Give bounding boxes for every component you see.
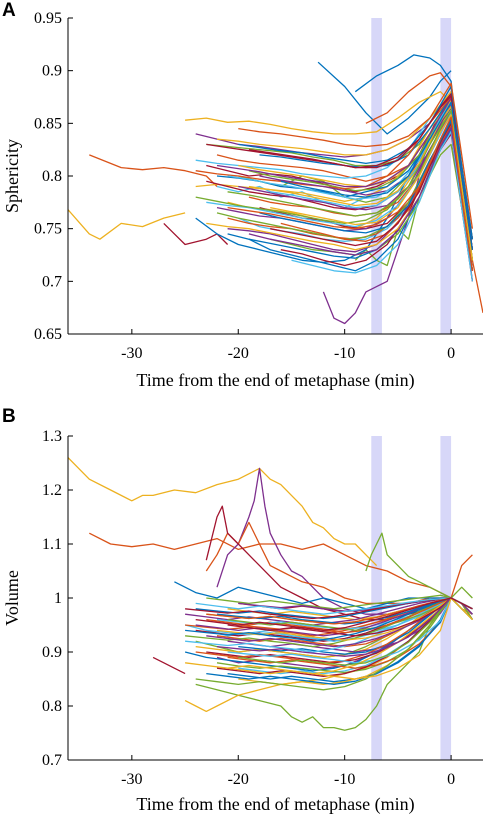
x-axis-label: Time from the end of metaphase (min) [136,370,414,391]
series-line [227,110,474,261]
series-line [317,61,452,135]
y-tick-label: 0.9 [42,63,62,80]
y-tick-label: 0.7 [42,752,62,769]
series-line [163,222,229,246]
series-line [195,96,474,250]
panel-letter: B [2,406,16,427]
shaded-band [371,18,382,334]
series-line [216,597,473,657]
x-axis-label: Time from the end of metaphase (min) [136,794,414,815]
y-tick-label: 0.7 [42,273,62,290]
series-line [206,594,473,610]
y-tick-label: 0.65 [34,326,62,343]
series-line [68,209,186,240]
y-tick-label: 1.2 [42,482,62,499]
series-line [248,93,474,240]
chart-panel-a: -30 -20 -10 0 0.65 0.7 0.75 0.8 0.85 0.9 0.95 Time … [2,0,483,391]
series-line [216,91,474,240]
series-line [216,97,474,250]
x-tick-label: -20 [228,771,249,788]
y-axis-label: Sphericity [2,139,22,213]
series-line [174,581,473,610]
series-line [216,467,473,615]
shaded-band [440,18,452,334]
y-tick-label: 0.75 [34,221,62,238]
x-tick-label: 0 [447,345,455,362]
series-line [152,656,186,675]
y-tick-label: 0.95 [34,10,62,27]
series-line [280,101,474,250]
x-tick-label: -10 [334,345,355,362]
series-line [227,116,474,271]
series-line [195,597,473,615]
y-axis-label: Volume [2,570,22,626]
x-tick-label: 0 [447,771,455,788]
series-line [227,127,474,271]
series-line [195,597,473,632]
series-line [68,457,378,567]
series-group [68,457,473,731]
y-tick-label: 0.8 [42,698,62,715]
series-line [291,131,474,282]
series-line [227,597,473,680]
x-tick-label: -20 [228,345,249,362]
y-tick-label: 1.3 [42,428,62,445]
series-line [354,143,474,271]
y-tick-label: 0.85 [34,115,62,132]
chart-panel-b: -30 -20 -10 0 0.7 0.8 0.9 1 1.1 1.2 1.3 Time from t… [2,406,483,815]
series-line [248,126,474,271]
series-group [68,54,483,325]
y-tick-label: 1 [54,590,62,607]
y-tick-label: 1.1 [42,536,62,553]
x-tick-label: -10 [334,771,355,788]
series-line [238,82,474,229]
x-tick-label: -30 [121,345,142,362]
series-line [206,95,474,250]
x-tick-label: -30 [121,771,142,788]
panel-letter: A [2,0,16,21]
y-tick-label: 0.9 [42,644,62,661]
series-line [89,532,473,599]
series-line [89,154,218,187]
shaded-band [371,436,382,760]
y-tick-label: 0.8 [42,168,62,185]
